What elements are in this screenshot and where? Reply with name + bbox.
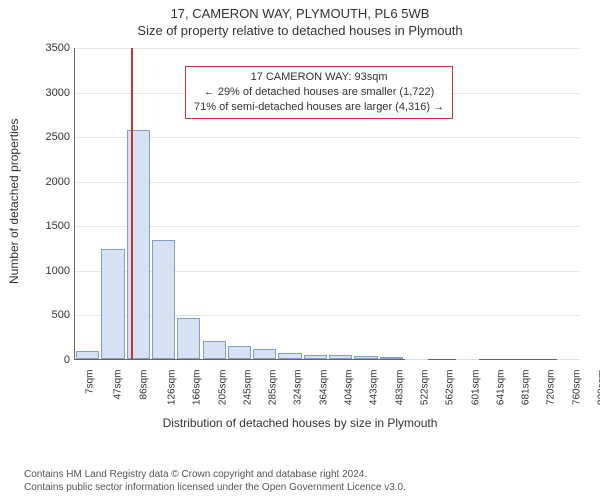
histogram-bar <box>380 357 403 359</box>
legend-box: 17 CAMERON WAY: 93sqm ← 29% of detached … <box>185 66 453 119</box>
grid-line <box>75 271 580 272</box>
property-marker-line <box>131 48 133 359</box>
grid-line <box>75 226 580 227</box>
y-tick-label: 1500 <box>34 220 70 232</box>
x-tick-label: 166sqm <box>191 370 202 406</box>
x-tick-label: 681sqm <box>520 370 531 406</box>
y-tick-label: 1000 <box>34 265 70 277</box>
x-tick-label: 522sqm <box>419 370 430 406</box>
legend-line-1: 17 CAMERON WAY: 93sqm <box>194 70 444 85</box>
x-tick-label: 562sqm <box>444 370 455 406</box>
grid-line <box>75 48 580 49</box>
grid-line <box>75 315 580 316</box>
y-axis-label: Number of detached properties <box>7 119 21 284</box>
x-tick-label: 47sqm <box>113 370 124 400</box>
x-tick-label: 86sqm <box>138 370 149 400</box>
x-tick-label: 404sqm <box>343 370 354 406</box>
plot-wrap: Number of detached properties 17 CAMERON… <box>0 40 600 440</box>
y-tick-label: 3000 <box>34 87 70 99</box>
histogram-bar <box>278 353 301 359</box>
x-tick-label: 7sqm <box>85 370 96 394</box>
footer-line-1: Contains HM Land Registry data © Crown c… <box>24 468 406 481</box>
x-tick-label: 483sqm <box>394 370 405 406</box>
x-tick-label: 285sqm <box>267 370 278 406</box>
legend-line-3: 71% of semi-detached houses are larger (… <box>194 100 444 115</box>
x-tick-label: 800sqm <box>596 370 600 406</box>
histogram-bar <box>76 351 99 359</box>
x-tick-label: 364sqm <box>318 370 329 406</box>
histogram-bar <box>329 355 352 359</box>
y-tick-label: 0 <box>34 354 70 366</box>
histogram-bar <box>177 318 200 359</box>
footer-line-2: Contains public sector information licen… <box>24 481 406 494</box>
histogram-bar <box>152 240 175 359</box>
grid-line <box>75 182 580 183</box>
histogram-bar <box>203 341 226 359</box>
x-axis-label: Distribution of detached houses by size … <box>0 416 600 430</box>
x-tick-label: 601sqm <box>470 370 481 406</box>
plot-area: 17 CAMERON WAY: 93sqm ← 29% of detached … <box>74 48 580 360</box>
x-tick-label: 760sqm <box>571 370 582 406</box>
y-tick-label: 2500 <box>34 131 70 143</box>
x-tick-label: 720sqm <box>546 370 557 406</box>
x-tick-label: 324sqm <box>293 370 304 406</box>
grid-line <box>75 137 580 138</box>
legend-line-2: ← 29% of detached houses are smaller (1,… <box>194 85 444 100</box>
histogram-bar <box>101 249 124 359</box>
chart-subtitle: Size of property relative to detached ho… <box>0 21 600 38</box>
y-tick-label: 500 <box>34 309 70 321</box>
x-tick-label: 126sqm <box>166 370 177 406</box>
x-tick-label: 205sqm <box>217 370 228 406</box>
histogram-bar <box>304 355 327 359</box>
y-tick-label: 2000 <box>34 176 70 188</box>
footer: Contains HM Land Registry data © Crown c… <box>24 468 406 494</box>
histogram-bar <box>228 346 251 359</box>
x-tick-label: 641sqm <box>495 370 506 406</box>
y-tick-label: 3500 <box>34 42 70 54</box>
x-tick-label: 245sqm <box>242 370 253 406</box>
histogram-bar <box>354 356 377 359</box>
histogram-bar <box>253 349 276 359</box>
address-title: 17, CAMERON WAY, PLYMOUTH, PL6 5WB <box>0 0 600 21</box>
x-tick-label: 443sqm <box>369 370 380 406</box>
